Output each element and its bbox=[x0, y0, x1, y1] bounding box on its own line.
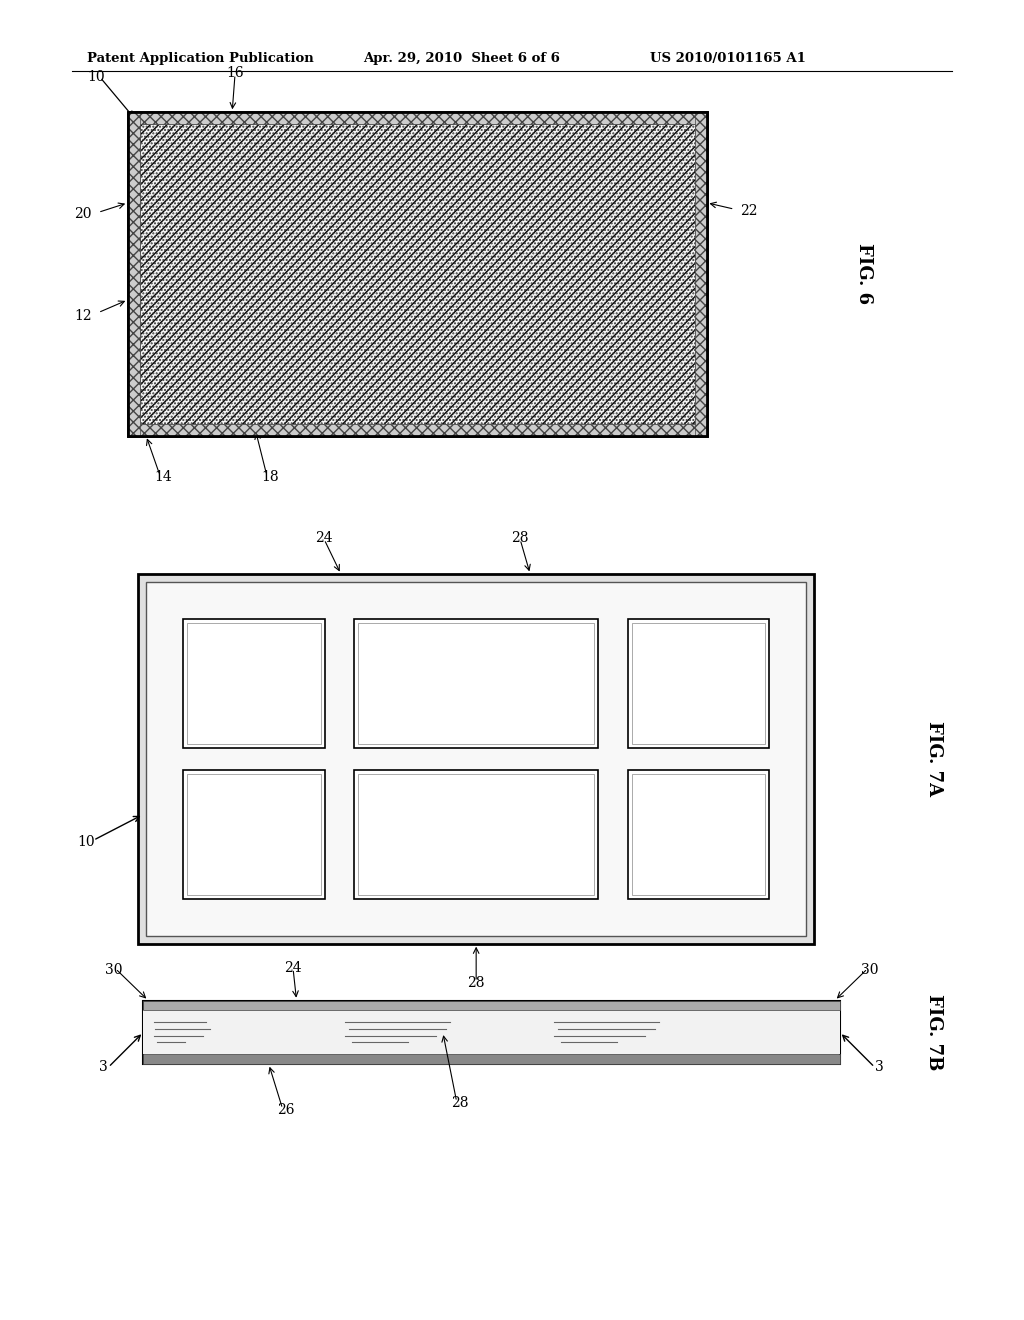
Bar bbox=[632, 623, 765, 743]
Text: US 2010/0101165 A1: US 2010/0101165 A1 bbox=[650, 51, 806, 65]
Bar bbox=[128, 424, 707, 436]
Bar bbox=[140, 124, 694, 424]
Text: 28: 28 bbox=[467, 975, 485, 990]
Text: Patent Application Publication: Patent Application Publication bbox=[87, 51, 313, 65]
Bar bbox=[694, 112, 707, 436]
Text: 26: 26 bbox=[278, 1104, 295, 1117]
Text: 3: 3 bbox=[99, 1060, 108, 1074]
Bar bbox=[354, 619, 598, 748]
Text: 22: 22 bbox=[740, 203, 758, 218]
Text: Apr. 29, 2010  Sheet 6 of 6: Apr. 29, 2010 Sheet 6 of 6 bbox=[364, 51, 560, 65]
Bar bbox=[143, 1001, 840, 1010]
Text: FIG. 7A: FIG. 7A bbox=[925, 722, 943, 796]
Text: 12: 12 bbox=[75, 309, 92, 323]
Text: 28: 28 bbox=[511, 531, 528, 545]
Bar bbox=[146, 582, 806, 936]
Bar bbox=[628, 619, 769, 748]
Bar bbox=[143, 1010, 840, 1055]
Text: 24: 24 bbox=[315, 531, 333, 545]
Bar bbox=[143, 1001, 840, 1064]
Text: FIG. 7B: FIG. 7B bbox=[925, 994, 943, 1071]
Bar bbox=[358, 775, 594, 895]
Text: 18: 18 bbox=[261, 470, 279, 483]
Bar bbox=[128, 112, 140, 436]
Text: 24: 24 bbox=[285, 961, 302, 974]
Bar bbox=[354, 770, 598, 899]
Bar bbox=[128, 112, 707, 436]
Text: 20: 20 bbox=[75, 207, 92, 220]
Bar bbox=[128, 112, 707, 436]
Bar bbox=[187, 775, 321, 895]
Text: FIG. 6: FIG. 6 bbox=[855, 243, 873, 305]
Text: 10: 10 bbox=[78, 836, 95, 849]
Bar bbox=[140, 124, 694, 424]
Text: 30: 30 bbox=[861, 962, 879, 977]
Text: 14: 14 bbox=[155, 470, 172, 483]
Text: 10: 10 bbox=[87, 70, 104, 84]
Bar bbox=[187, 623, 321, 743]
Text: 16: 16 bbox=[226, 66, 244, 81]
Bar bbox=[128, 112, 707, 124]
Bar bbox=[632, 775, 765, 895]
Bar bbox=[143, 1055, 840, 1064]
Bar bbox=[358, 623, 594, 743]
Bar bbox=[183, 770, 325, 899]
Text: 3: 3 bbox=[876, 1060, 884, 1074]
Bar bbox=[138, 574, 814, 944]
Text: 28: 28 bbox=[452, 1096, 469, 1110]
Bar bbox=[628, 770, 769, 899]
Text: 30: 30 bbox=[104, 962, 122, 977]
Bar bbox=[183, 619, 325, 748]
